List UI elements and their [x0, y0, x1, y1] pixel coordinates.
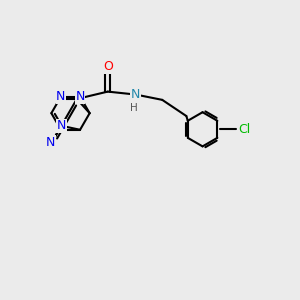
Text: N: N — [131, 88, 140, 101]
Text: N: N — [46, 136, 55, 149]
Text: Cl: Cl — [238, 123, 250, 136]
Text: O: O — [103, 60, 113, 73]
Text: N: N — [57, 119, 66, 132]
Text: N: N — [56, 90, 66, 103]
Text: N: N — [75, 90, 85, 103]
Text: H: H — [130, 103, 138, 113]
